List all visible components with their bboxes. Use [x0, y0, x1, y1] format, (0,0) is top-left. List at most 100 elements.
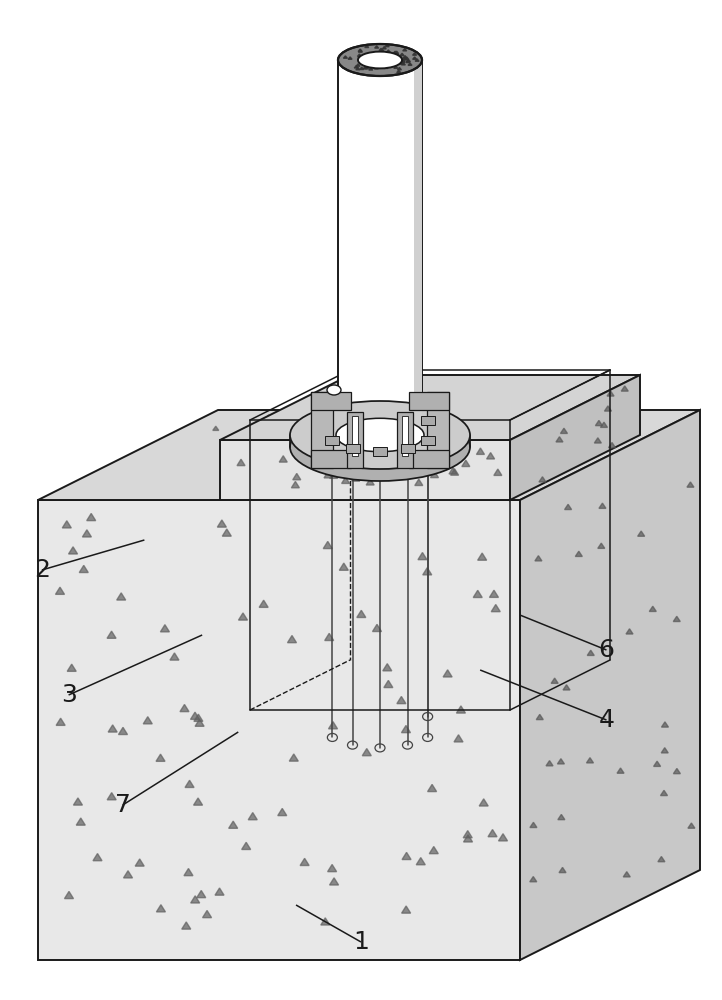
Polygon shape [287, 636, 297, 643]
Polygon shape [587, 650, 594, 655]
Polygon shape [400, 458, 408, 464]
Polygon shape [458, 481, 464, 486]
Polygon shape [157, 905, 165, 912]
Polygon shape [388, 64, 391, 67]
Polygon shape [279, 456, 287, 462]
Polygon shape [556, 437, 563, 442]
Polygon shape [404, 455, 412, 461]
Ellipse shape [327, 385, 341, 395]
Text: 1: 1 [353, 930, 369, 954]
Polygon shape [456, 706, 466, 713]
Polygon shape [613, 430, 619, 434]
Polygon shape [56, 587, 64, 594]
Polygon shape [536, 714, 543, 720]
Polygon shape [355, 66, 358, 68]
Polygon shape [494, 469, 502, 475]
Polygon shape [402, 416, 408, 456]
Polygon shape [623, 872, 630, 877]
Polygon shape [565, 504, 572, 510]
Polygon shape [375, 46, 378, 48]
Polygon shape [401, 59, 405, 62]
Polygon shape [418, 552, 427, 560]
Polygon shape [360, 67, 364, 70]
Polygon shape [329, 878, 339, 885]
Polygon shape [586, 758, 593, 763]
Polygon shape [539, 468, 545, 473]
Polygon shape [454, 735, 463, 742]
Polygon shape [377, 436, 383, 440]
Polygon shape [248, 813, 257, 820]
Polygon shape [519, 473, 525, 477]
Polygon shape [604, 406, 612, 411]
Polygon shape [421, 436, 435, 445]
Polygon shape [358, 49, 362, 51]
Polygon shape [160, 625, 170, 632]
Polygon shape [346, 444, 360, 453]
Polygon shape [123, 871, 133, 878]
Polygon shape [64, 891, 74, 899]
Polygon shape [383, 65, 387, 67]
Polygon shape [382, 47, 386, 49]
Polygon shape [342, 477, 349, 483]
Polygon shape [242, 842, 251, 849]
Polygon shape [338, 60, 422, 440]
Polygon shape [295, 452, 303, 459]
Polygon shape [403, 491, 409, 495]
Polygon shape [421, 453, 429, 459]
Polygon shape [238, 613, 248, 620]
Polygon shape [607, 391, 614, 396]
Polygon shape [498, 834, 508, 841]
Ellipse shape [338, 424, 422, 456]
Polygon shape [328, 864, 336, 872]
Polygon shape [674, 768, 680, 774]
Polygon shape [383, 664, 392, 671]
Polygon shape [563, 685, 570, 690]
Polygon shape [674, 616, 680, 622]
Polygon shape [421, 416, 435, 425]
Polygon shape [449, 468, 457, 474]
Polygon shape [400, 53, 404, 56]
Polygon shape [325, 633, 334, 641]
Polygon shape [491, 604, 500, 612]
Polygon shape [598, 543, 605, 548]
Polygon shape [360, 58, 364, 60]
Polygon shape [117, 593, 126, 600]
Polygon shape [649, 606, 656, 611]
Polygon shape [215, 888, 224, 895]
Polygon shape [367, 463, 375, 469]
Ellipse shape [290, 413, 470, 481]
Text: 4: 4 [599, 708, 614, 732]
Polygon shape [397, 412, 413, 468]
Ellipse shape [290, 401, 470, 469]
Polygon shape [356, 64, 360, 66]
Polygon shape [87, 513, 96, 521]
Polygon shape [220, 440, 510, 500]
Polygon shape [401, 444, 414, 453]
Polygon shape [420, 464, 428, 471]
Polygon shape [406, 60, 410, 63]
Polygon shape [393, 66, 398, 68]
Polygon shape [194, 714, 203, 721]
Polygon shape [38, 410, 700, 500]
Polygon shape [77, 818, 85, 825]
Polygon shape [406, 59, 410, 62]
Polygon shape [551, 678, 558, 683]
Polygon shape [237, 459, 245, 466]
Polygon shape [384, 66, 388, 68]
Polygon shape [401, 725, 411, 733]
Text: 6: 6 [599, 638, 614, 662]
Polygon shape [477, 448, 484, 454]
Polygon shape [687, 482, 694, 487]
Polygon shape [560, 428, 567, 433]
Polygon shape [395, 51, 399, 54]
Polygon shape [213, 426, 219, 430]
Polygon shape [300, 858, 309, 866]
Polygon shape [295, 451, 304, 458]
Polygon shape [415, 59, 419, 61]
Polygon shape [180, 704, 189, 712]
Polygon shape [479, 799, 488, 806]
Polygon shape [539, 477, 546, 482]
Polygon shape [609, 442, 615, 448]
Polygon shape [402, 852, 411, 860]
Polygon shape [451, 469, 458, 475]
